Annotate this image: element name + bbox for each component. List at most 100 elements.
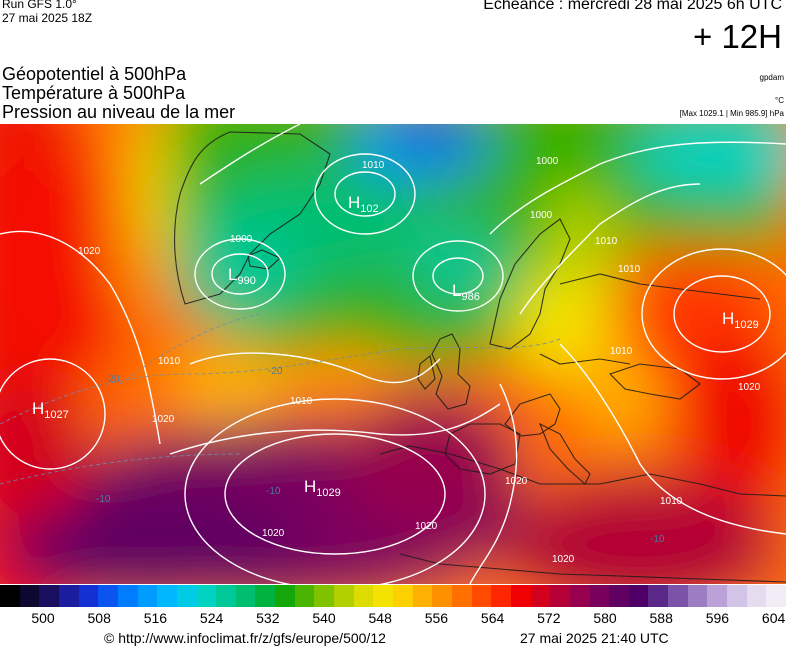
isobar-label: 1010: [362, 160, 385, 171]
isobar-label: 1020: [262, 528, 285, 539]
color-scale-swatch: [510, 585, 532, 607]
color-scale: [0, 585, 786, 607]
isotherms: [0, 313, 561, 485]
color-scale-tick-label: 500: [31, 610, 55, 626]
color-scale-swatch: [412, 585, 433, 607]
isobar-label: 1020: [415, 521, 438, 532]
isotherm-label: -10: [650, 534, 665, 545]
color-scale-swatch: [176, 585, 197, 607]
pressure-center-high-azores: H1029: [304, 477, 341, 499]
color-scale-swatch: [569, 585, 590, 607]
color-scale-swatch: [746, 585, 767, 607]
color-scale-tick-label: 524: [199, 610, 224, 626]
geopotential-field: [0, 124, 786, 584]
isobar-label: 1010: [595, 236, 618, 247]
pressure-center-high-west-atlantic: H1027: [32, 399, 69, 421]
forecast-valid-time: Echéance : mercredi 28 mai 2025 6h UTC: [483, 0, 782, 13]
color-scale-swatch: [589, 585, 610, 607]
color-scale-swatch: [353, 585, 374, 607]
color-scale-swatch: [451, 585, 473, 607]
color-scale-swatch: [471, 585, 492, 607]
isobars: [0, 124, 786, 584]
color-scale-swatch: [137, 585, 158, 607]
color-scale-tick-label: 564: [480, 610, 505, 626]
weather-map-svg: H1027 H1029 H1029 H102 L990 L986 1010 1000 1000…: [0, 124, 786, 584]
color-scale-swatch: [196, 585, 217, 607]
color-scale-tick-label: 604: [761, 610, 786, 626]
color-scale-swatch: [157, 585, 178, 607]
color-scale-swatch: [687, 585, 708, 607]
pressure-center-low-west: L990: [228, 265, 256, 287]
isobar-label: 1020: [738, 382, 761, 393]
color-scale-ticks: 500 508 516 524 532 540 548 556 564 572 580 588 596 6…: [0, 608, 786, 630]
color-scale-tick-label: 596: [705, 610, 730, 626]
isobar-label: 1010: [618, 264, 641, 275]
isobar-label: 1000: [536, 156, 559, 167]
isobar-label: 1000: [230, 234, 253, 245]
forecast-offset: + 12H: [693, 18, 782, 55]
isotherm-label: -20: [268, 366, 283, 377]
color-scale-swatch: [78, 585, 99, 607]
color-scale-swatch: [39, 585, 60, 607]
isobar-label: 1010: [610, 346, 633, 357]
color-scale-swatch: [393, 585, 414, 607]
layer-temperature-title: Température à 500hPa: [2, 83, 186, 103]
weather-map[interactable]: H1027 H1029 H1029 H102 L990 L986 1010 1000 1000…: [0, 124, 786, 584]
color-scale-tick-label: 588: [649, 610, 673, 626]
run-date: 27 mai 2025 18Z: [2, 11, 93, 25]
temperature-unit: °C: [775, 96, 784, 105]
isotherm-label: -10: [266, 486, 281, 497]
isobar-label: 1000: [530, 210, 553, 221]
color-scale-tick-label: 540: [312, 610, 336, 626]
isobar-label: 1020: [505, 476, 528, 487]
color-scale-tick-label: 556: [424, 610, 449, 626]
color-scale-swatch: [766, 585, 786, 607]
color-scale-swatch: [98, 585, 119, 607]
color-scale-swatch: [648, 585, 669, 607]
isobar-label: 1020: [78, 246, 101, 257]
isobar-label: 1010: [158, 356, 181, 367]
color-scale-swatch: [373, 585, 394, 607]
color-scale-swatch: [609, 585, 630, 607]
color-scale-swatch: [0, 585, 21, 607]
pressure-center-high-east-europe: H1029: [722, 309, 759, 331]
contour-labels: 1010 1000 1000 1020 1010 1010 1020 1010 1020 1020…: [78, 156, 761, 565]
color-scale-tick-label: 580: [593, 610, 617, 626]
color-scale-swatch: [235, 585, 256, 607]
generated-timestamp: 27 mai 2025 21:40 UTC: [520, 630, 669, 646]
color-scale-swatch: [275, 585, 296, 607]
color-scale-swatch: [727, 585, 748, 607]
color-scale-swatch: [432, 585, 453, 607]
color-scale-swatch: [19, 585, 40, 607]
color-scale-swatch: [216, 585, 237, 607]
color-scale-swatch: [255, 585, 276, 607]
color-scale-tick-label: 516: [143, 610, 168, 626]
isotherm-label: -10: [96, 494, 111, 505]
isobar-label: 1020: [152, 414, 175, 425]
color-scale-swatch: [530, 585, 551, 607]
pressure-center-low-north-sea: L986: [452, 281, 480, 303]
color-scale-swatch: [491, 585, 512, 607]
color-scale-tick-label: 532: [256, 610, 280, 626]
pressure-center-labels: H1027 H1029 H1029 H102 L990 L986: [32, 193, 759, 499]
source-url[interactable]: © http://www.infoclimat.fr/z/gfs/europe/…: [104, 630, 386, 646]
pressure-range: [Max 1029.1 | Min 985.9] hPa: [679, 109, 784, 118]
coastlines: [174, 131, 786, 583]
color-scale-tick-label: 548: [368, 610, 392, 626]
layer-geopotential-title: Géopotentiel à 500hPa: [2, 64, 187, 84]
layer-pressure-title: Pression au niveau de la mer: [2, 102, 236, 122]
isobar-label: 1010: [660, 496, 683, 507]
color-scale-swatch: [334, 585, 355, 607]
color-scale-swatch: [668, 585, 689, 607]
color-scale-swatch: [707, 585, 728, 607]
isotherm-label: -20: [105, 374, 120, 385]
color-scale-swatch: [58, 585, 80, 607]
color-scale-swatch: [294, 585, 315, 607]
color-scale-tick-label: 572: [537, 610, 561, 626]
pressure-center-high-greenland: H102: [348, 193, 379, 215]
color-scale-swatch: [117, 585, 139, 607]
color-scale-swatch: [628, 585, 649, 607]
color-scale-swatch: [314, 585, 335, 607]
isobar-label: 1020: [552, 554, 575, 565]
color-scale-tick-label: 508: [87, 610, 111, 626]
